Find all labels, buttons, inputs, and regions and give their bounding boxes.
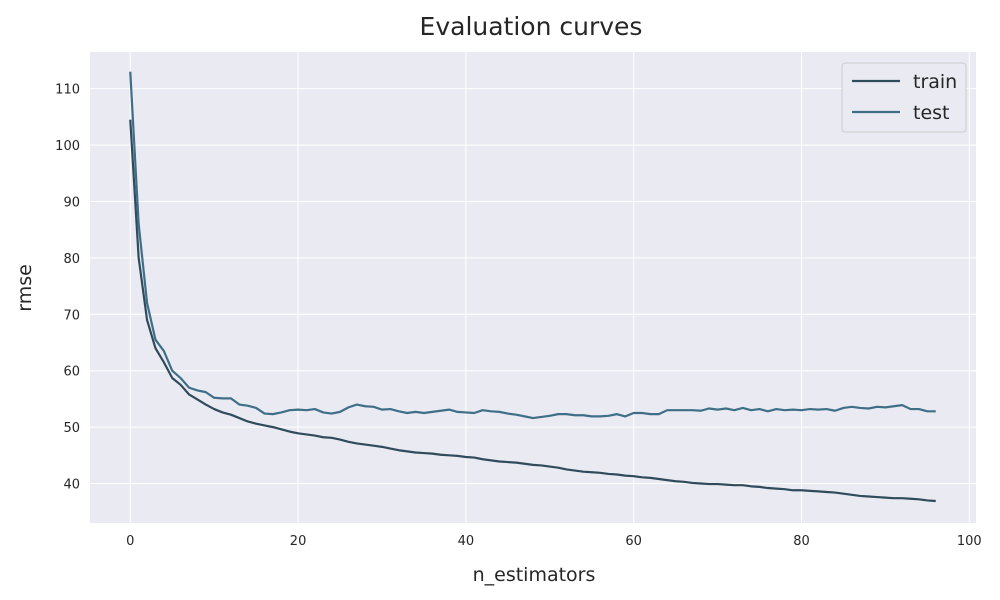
x-tick-label: 40	[458, 534, 475, 549]
legend: train test	[841, 62, 967, 133]
y-tick-label: 60	[63, 365, 80, 380]
y-tick-labels: 40 50 60 70 80 90 100 110	[55, 83, 80, 493]
y-tick-label: 80	[63, 252, 80, 267]
y-axis-label: rmse	[14, 264, 36, 312]
y-tick-label: 110	[55, 83, 80, 98]
x-tick-label: 60	[625, 534, 642, 549]
series-lines	[129, 71, 936, 503]
chart-title: Evaluation curves	[420, 12, 643, 41]
y-tick-label: 90	[63, 195, 80, 210]
series-line-train	[129, 119, 936, 503]
x-axis-label: n_estimators	[473, 564, 596, 586]
x-tick-label: 100	[957, 534, 982, 549]
plot-area	[90, 52, 976, 523]
y-tick-label: 100	[55, 139, 80, 154]
x-tick-label: 20	[290, 534, 307, 549]
y-tick-label: 50	[63, 421, 80, 436]
y-tick-label: 40	[63, 478, 80, 493]
x-tick-label: 80	[793, 534, 810, 549]
x-tick-label: 0	[126, 534, 134, 549]
y-tick-label: 70	[63, 308, 80, 323]
series-line-test	[129, 71, 936, 420]
legend-label-test: test	[913, 102, 950, 124]
grid-lines	[90, 52, 976, 523]
x-tick-labels: 0 20 40 60 80 100	[126, 534, 982, 549]
legend-label-train: train	[913, 71, 957, 93]
